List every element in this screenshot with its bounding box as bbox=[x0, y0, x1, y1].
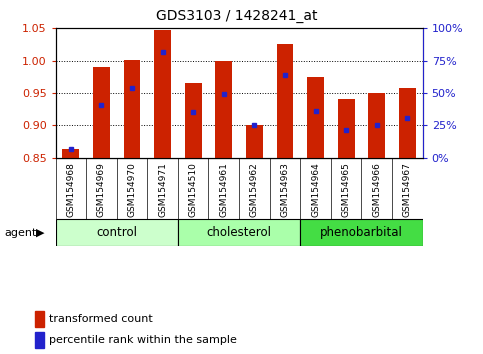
Bar bbox=[35, 332, 44, 348]
Text: GSM154962: GSM154962 bbox=[250, 162, 259, 217]
Text: GSM154971: GSM154971 bbox=[158, 162, 167, 217]
Bar bbox=[185, 83, 201, 158]
Bar bbox=[35, 311, 44, 327]
Bar bbox=[215, 61, 232, 158]
Bar bbox=[246, 125, 263, 158]
Text: GSM154967: GSM154967 bbox=[403, 162, 412, 217]
Text: GSM154964: GSM154964 bbox=[311, 162, 320, 217]
Text: ▶: ▶ bbox=[36, 228, 45, 238]
Text: GSM154963: GSM154963 bbox=[281, 162, 289, 217]
Bar bbox=[300, 219, 423, 246]
Text: cholesterol: cholesterol bbox=[207, 226, 271, 239]
Text: GDS3103 / 1428241_at: GDS3103 / 1428241_at bbox=[156, 9, 317, 23]
Text: GSM154968: GSM154968 bbox=[66, 162, 75, 217]
Bar bbox=[277, 45, 293, 158]
Text: phenobarbital: phenobarbital bbox=[320, 226, 403, 239]
Text: GSM154961: GSM154961 bbox=[219, 162, 228, 217]
Text: GSM154510: GSM154510 bbox=[189, 162, 198, 217]
Bar bbox=[307, 77, 324, 158]
Bar bbox=[56, 219, 178, 246]
Text: control: control bbox=[96, 226, 137, 239]
Bar bbox=[93, 67, 110, 158]
Text: GSM154966: GSM154966 bbox=[372, 162, 381, 217]
Bar bbox=[338, 99, 355, 158]
Bar bbox=[62, 149, 79, 158]
Bar bbox=[124, 60, 141, 158]
Text: GSM154965: GSM154965 bbox=[341, 162, 351, 217]
Text: transformed count: transformed count bbox=[49, 314, 153, 324]
Text: percentile rank within the sample: percentile rank within the sample bbox=[49, 335, 237, 345]
Bar bbox=[399, 88, 416, 158]
Text: GSM154969: GSM154969 bbox=[97, 162, 106, 217]
Text: GSM154970: GSM154970 bbox=[128, 162, 137, 217]
Bar bbox=[154, 30, 171, 158]
Text: agent: agent bbox=[5, 228, 37, 238]
Bar bbox=[369, 93, 385, 158]
Bar bbox=[178, 219, 300, 246]
